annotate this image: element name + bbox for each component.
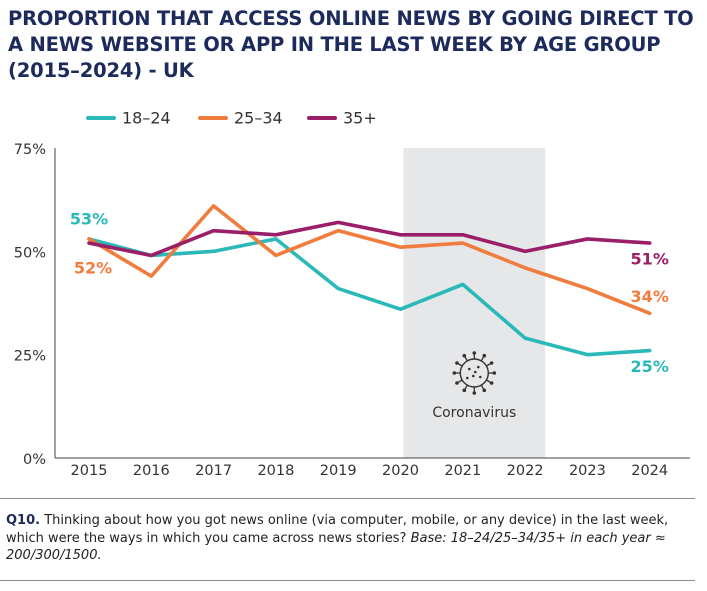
- x-tick-label: 2018: [257, 463, 294, 479]
- series-line-35+: [87, 220, 652, 258]
- data-label: 34%: [631, 287, 669, 306]
- series-line-25–34: [87, 204, 652, 316]
- y-tick-label: 75%: [14, 142, 46, 158]
- x-tick-label: 2020: [382, 463, 419, 479]
- chart-title: PROPORTION THAT ACCESS ONLINE NEWS BY GO…: [8, 7, 694, 82]
- footnote-question-label: Q10.: [6, 513, 41, 528]
- data-label: 52%: [74, 258, 112, 277]
- series-line-18–24: [87, 237, 652, 357]
- data-label: 25%: [631, 357, 669, 376]
- x-tick-label: 2024: [631, 463, 668, 479]
- footnote-question-text: Thinking about how you got news online (…: [6, 513, 669, 546]
- data-label: 51%: [631, 250, 669, 269]
- virus-icon: [452, 351, 497, 395]
- x-tick-label: 2022: [507, 463, 544, 479]
- coronavirus-label: Coronavirus: [432, 405, 516, 421]
- x-tick-label: 2019: [320, 463, 357, 479]
- x-tick-label: 2023: [569, 463, 606, 479]
- x-tick-label: 2021: [444, 463, 481, 479]
- divider-top: [0, 498, 695, 499]
- y-tick-label: 25%: [14, 349, 46, 365]
- legend-label: 25–34: [234, 109, 283, 128]
- legend-label: 18–24: [122, 109, 171, 128]
- footnote-base: Base: 18–24/25–34/35+ in each year ≈ 200…: [6, 530, 666, 564]
- legend-label: 35+: [343, 109, 377, 128]
- x-tick-label: 2016: [133, 463, 170, 479]
- divider-bottom: [0, 580, 695, 581]
- x-tick-label: 2015: [71, 463, 108, 479]
- y-tick-label: 50%: [14, 245, 46, 261]
- y-tick-label: 0%: [23, 452, 46, 468]
- coronavirus-shaded-region: [403, 148, 546, 458]
- data-label: 53%: [70, 209, 108, 228]
- footnote: Q10. Thinking about how you got news onl…: [6, 512, 698, 565]
- x-tick-label: 2017: [195, 463, 232, 479]
- line-chart: Coronavirus 0% 25% 50% 75% 2015 2016 2017 2018 20…: [14, 109, 690, 479]
